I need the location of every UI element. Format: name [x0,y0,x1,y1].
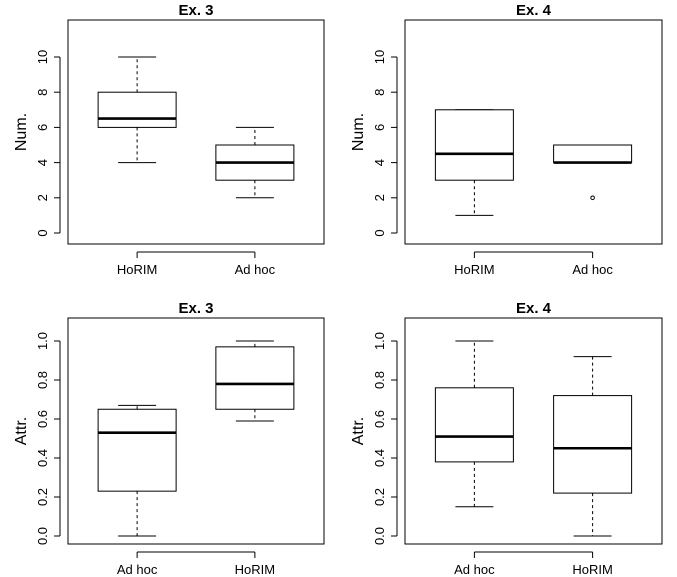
box-2 [215,340,295,422]
y-tick-label: 0.2 [35,488,50,506]
plot-frame [404,317,663,545]
plot-frame [67,19,325,245]
chart-panel-1: Ex. 3 0 2 4 6 8 10 Num. HoRIM Ad hoc [13,2,325,277]
box-1 [434,340,514,508]
x-tick-label: Ad hoc [454,562,495,577]
plot-frame [67,317,325,545]
box-iqr [434,387,514,463]
y-tick-label: 0.6 [372,410,387,428]
y-tick-label: 0.4 [372,449,387,467]
y-tick-label: 2 [35,194,50,201]
y-tick-label: 0.2 [372,488,387,506]
x-tick-label: HoRIM [117,262,157,277]
y-tick-label: 0.4 [35,449,50,467]
y-axis-label: Attr. [13,417,30,445]
x-tick-label: Ad hoc [572,262,613,277]
y-tick-label: 0.0 [372,527,387,545]
y-tick-label: 4 [372,159,387,166]
box-iqr [553,395,633,494]
chart-title: Ex. 4 [516,2,552,19]
chart-panel-4: Ex. 4 0.0 0.2 0.4 0.6 0.8 1.0 Attr. Ad hoc HoRIM [350,300,663,577]
box-1 [97,404,177,537]
x-tick-label: HoRIM [454,262,494,277]
y-tick-label: 6 [372,124,387,131]
y-tick-label: 6 [35,124,50,131]
chart-title: Ex. 4 [516,300,552,317]
y-tick-label: 4 [35,159,50,166]
box-iqr [553,144,633,164]
y-tick-label: 0.0 [35,527,50,545]
box-iqr [97,91,177,128]
chart-panel-2: Ex. 4 0 2 4 6 8 10 Num. HoRIM Ad hoc [350,2,663,277]
y-axis-label: Attr. [350,417,367,445]
y-tick-label: 1.0 [35,332,50,350]
box-iqr [97,408,177,492]
chart-panel-3: Ex. 3 0.0 0.2 0.4 0.6 0.8 1.0 Attr. Ad hoc HoRIM [13,300,325,577]
box-2 [215,126,295,199]
box-1 [434,109,514,216]
box-iqr [215,346,295,410]
box-1 [97,56,177,164]
y-tick-label: 0.8 [372,371,387,389]
y-tick-label: 10 [372,50,387,64]
y-axis-label: Num. [350,113,367,151]
x-tick-label: HoRIM [572,562,612,577]
box-2 [553,144,633,201]
y-tick-label: 8 [372,89,387,96]
x-tick-label: Ad hoc [235,262,276,277]
y-tick-label: 0 [35,229,50,236]
y-tick-label: 10 [35,50,50,64]
x-tick-label: HoRIM [235,562,275,577]
y-tick-label: 8 [35,89,50,96]
y-tick-label: 2 [372,194,387,201]
box-iqr [434,109,514,181]
chart-title: Ex. 3 [178,300,213,317]
chart-title: Ex. 3 [178,2,213,19]
y-tick-label: 0 [372,229,387,236]
plot-frame [404,19,663,245]
y-tick-label: 0.8 [35,371,50,389]
y-tick-label: 1.0 [372,332,387,350]
y-tick-label: 0.6 [35,410,50,428]
x-tick-label: Ad hoc [117,562,158,577]
outlier-point [590,195,595,201]
box-2 [553,356,633,537]
y-axis-label: Num. [13,113,30,151]
